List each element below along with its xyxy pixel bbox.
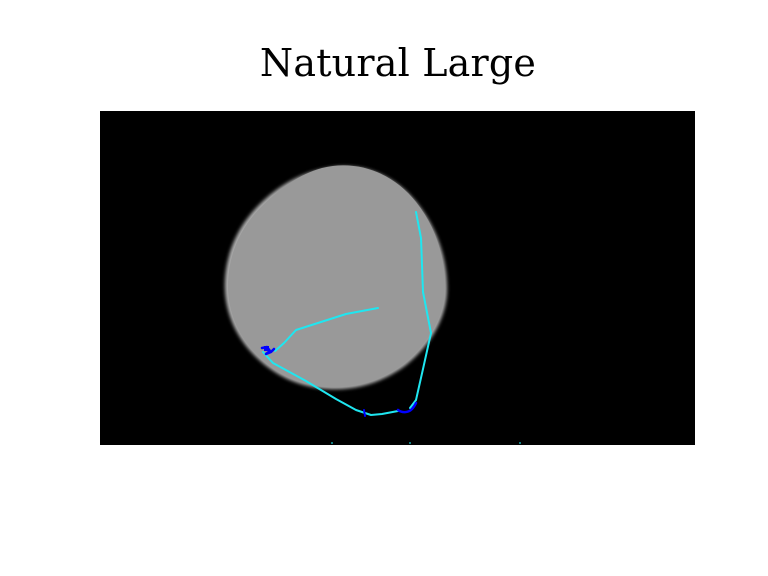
blue-segment-bottom <box>396 401 418 414</box>
figure-title: Natural Large <box>259 41 537 85</box>
scene-svg <box>100 111 695 445</box>
trajectory-left-upper <box>274 307 379 352</box>
stray-dot <box>519 442 521 444</box>
blue-tick-bottom <box>363 409 366 417</box>
point-marker <box>264 346 269 351</box>
gray-disc <box>227 165 445 388</box>
stray-dot <box>331 442 333 444</box>
stray-dot <box>409 442 411 444</box>
trajectory-right <box>409 211 432 409</box>
image-panel <box>100 111 695 445</box>
trajectory-bottom <box>262 351 399 416</box>
